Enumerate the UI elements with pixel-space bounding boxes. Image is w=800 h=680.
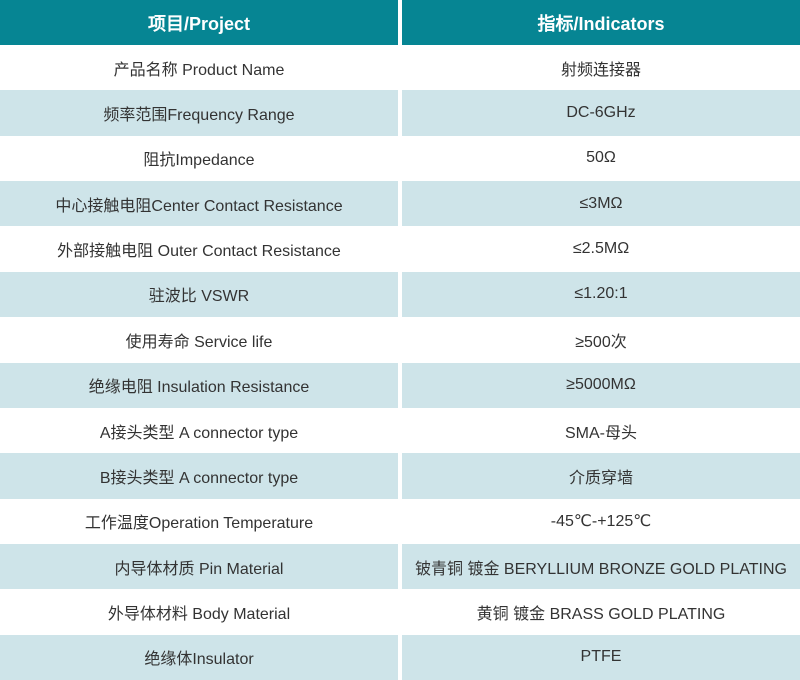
project-cell: 驻波比 VSWR [0,271,398,318]
project-cell: 频率范围Frequency Range [0,90,398,136]
project-cell: 内导体材质 Pin Material [0,543,398,590]
indicator-cell: -45℃-+125℃ [402,498,800,544]
project-cell: 外部接触电阻 Outer Contact Resistance [0,226,398,272]
table-row: 阻抗Impedance 50Ω [0,135,800,182]
indicator-cell: ≤3MΩ [402,181,800,227]
table-row: 外部接触电阻 Outer Contact Resistance ≤2.5MΩ [0,226,800,272]
indicator-cell: SMA-母头 [402,407,800,454]
table-row: A接头类型 A connector type SMA-母头 [0,407,800,454]
project-cell: A接头类型 A connector type [0,407,398,454]
project-cell: 中心接触电阻Center Contact Resistance [0,181,398,227]
indicator-cell: 50Ω [402,135,800,182]
table-row: 中心接触电阻Center Contact Resistance ≤3MΩ [0,181,800,227]
table-row: B接头类型 A connector type 介质穿墙 [0,453,800,499]
project-cell: 工作温度Operation Temperature [0,498,398,544]
project-cell: 外导体材料 Body Material [0,589,398,635]
project-cell: B接头类型 A connector type [0,453,398,499]
table-row: 驻波比 VSWR ≤1.20:1 [0,271,800,318]
indicator-cell: 黄铜 镀金 BRASS GOLD PLATING [402,589,800,635]
table-row: 外导体材料 Body Material 黄铜 镀金 BRASS GOLD PLA… [0,589,800,635]
indicator-cell: ≤2.5MΩ [402,226,800,272]
header-cell-indicators: 指标/Indicators [402,0,800,45]
table-row: 绝缘电阻 Insulation Resistance ≥5000MΩ [0,362,800,408]
indicator-cell: PTFE [402,634,800,680]
header-cell-project: 项目/Project [0,0,398,45]
indicator-cell: ≥500次 [402,317,800,363]
indicator-cell: ≥5000MΩ [402,362,800,408]
table-body: 产品名称 Product Name 射频连接器 频率范围Frequency Ra… [0,45,800,680]
indicator-cell: 射频连接器 [402,45,800,91]
indicator-cell: DC-6GHz [402,90,800,136]
table-row: 内导体材质 Pin Material 铍青铜 镀金 BERYLLIUM BRON… [0,543,800,590]
table-row: 工作温度Operation Temperature -45℃-+125℃ [0,498,800,544]
table-row: 产品名称 Product Name 射频连接器 [0,45,800,91]
table-row: 频率范围Frequency Range DC-6GHz [0,90,800,136]
table-row: 使用寿命 Service life ≥500次 [0,317,800,363]
table-header-row: 项目/Project 指标/Indicators [0,0,800,45]
project-cell: 阻抗Impedance [0,135,398,182]
indicator-cell: 介质穿墙 [402,453,800,499]
project-cell: 产品名称 Product Name [0,45,398,91]
table-row: 绝缘体Insulator PTFE [0,634,800,680]
project-cell: 绝缘电阻 Insulation Resistance [0,362,398,408]
project-cell: 绝缘体Insulator [0,634,398,680]
indicator-cell: 铍青铜 镀金 BERYLLIUM BRONZE GOLD PLATING [402,543,800,590]
indicator-cell: ≤1.20:1 [402,271,800,318]
project-cell: 使用寿命 Service life [0,317,398,363]
